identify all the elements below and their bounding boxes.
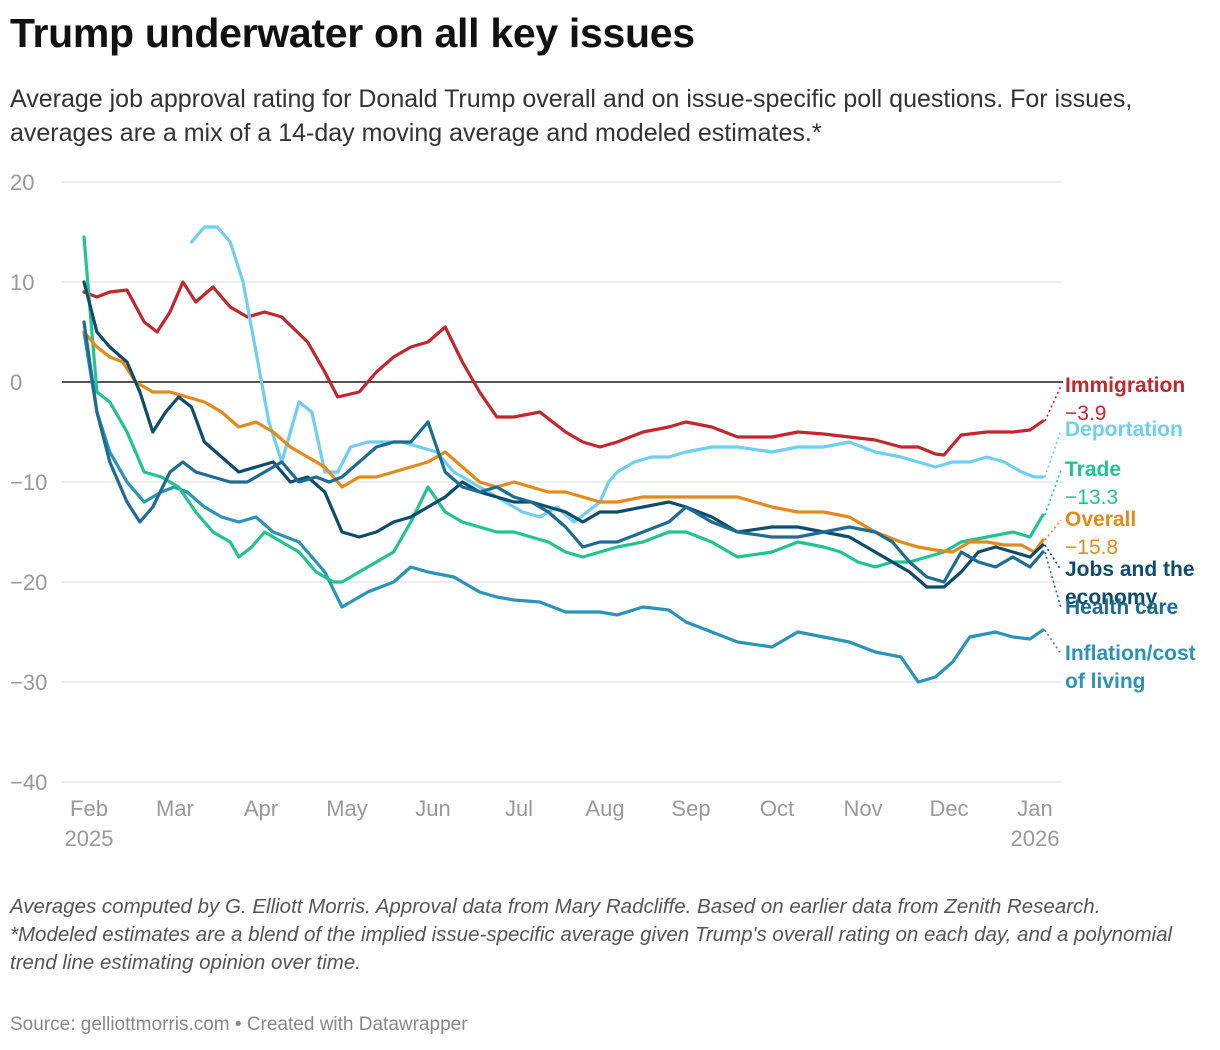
series-line-overall — [82, 330, 1045, 554]
y-tick-label: 0 — [10, 370, 22, 395]
x-tick-sublabel: 2025 — [65, 826, 114, 851]
series-value-trade: −13.3 — [1065, 486, 1118, 509]
x-tick-label: Nov — [843, 796, 882, 821]
y-tick-label: −20 — [10, 570, 47, 595]
series-value-immigration: −3.9 — [1065, 402, 1106, 425]
x-tick-label: Oct — [760, 796, 794, 821]
source-line: Source: gelliottmorris.com • Created wit… — [10, 1014, 468, 1035]
x-tick-label: Sep — [671, 796, 710, 821]
series-label-inflation-cost-of-living: Inflation/cost — [1065, 642, 1196, 665]
y-tick-label: −40 — [10, 770, 47, 795]
x-tick-label: Mar — [156, 796, 194, 821]
line-chart: 20 10 0 −10 −20 −30 −40 Feb 2025 Mar Apr May Jun Jul… — [10, 170, 1196, 851]
x-tick-label: Jul — [505, 796, 533, 821]
series-label-jobs-and-the-economy: Jobs and the — [1065, 558, 1195, 581]
label-connector-overall — [1044, 519, 1062, 541]
y-tick-label: −10 — [10, 470, 47, 495]
x-tick-label: Apr — [244, 796, 278, 821]
series-labels: Inflation/cost of living Immigration −3.9De… — [1044, 374, 1196, 693]
series-value-overall: −15.8 — [1065, 536, 1118, 559]
series-line-deportation — [189, 225, 1045, 524]
x-axis: Feb 2025 Mar Apr May Jun Jul Aug Sep Oct Nov Dec Jan… — [65, 796, 1060, 851]
footnotes: Averages computed by G. Elliott Morris. … — [10, 893, 1210, 977]
x-tick-label: Jan — [1017, 796, 1052, 821]
label-connector-health-care — [1044, 551, 1062, 609]
label-connector-deportation — [1044, 429, 1062, 478]
y-tick-label: 20 — [10, 170, 34, 195]
x-tick-label: May — [326, 796, 368, 821]
series-line-jobs-and-the-economy — [82, 280, 1045, 589]
footnote-attribution: Averages computed by G. Elliott Morris. … — [10, 895, 1101, 918]
series-label-inflation-cost-of-living: of living — [1065, 670, 1146, 693]
x-tick-label: Dec — [929, 796, 968, 821]
series-label-overall: Overall — [1065, 508, 1136, 531]
gridlines — [62, 181, 1063, 783]
series-line-immigration — [82, 280, 1045, 457]
x-tick-label: Aug — [585, 796, 624, 821]
label-connector-jobs-and-the-economy — [1044, 544, 1062, 571]
series-label-deportation: Deportation — [1065, 418, 1183, 441]
label-connector-immigration — [1044, 385, 1062, 422]
x-tick-label: Jun — [415, 796, 450, 821]
x-tick-label: Feb — [70, 796, 108, 821]
y-tick-label: −30 — [10, 670, 47, 695]
chart-title: Trump underwater on all key issues — [10, 10, 695, 56]
series-line-inflation-cost-of-living — [82, 330, 1045, 684]
y-axis: 20 10 0 −10 −20 −30 −40 — [10, 170, 47, 795]
series-label-immigration: Immigration — [1065, 374, 1185, 397]
footnote-methodology: *Modeled estimates are a blend of the im… — [10, 923, 1173, 974]
series-label-trade: Trade — [1065, 458, 1121, 481]
label-connector-inflation-cost-of-living — [1044, 629, 1062, 655]
series-label-health-care: Health care — [1065, 596, 1178, 619]
series-lines — [82, 225, 1045, 684]
series-line-health-care — [82, 320, 1045, 584]
label-connector-trade — [1044, 469, 1062, 516]
y-tick-label: 10 — [10, 270, 34, 295]
series-line-trade — [82, 235, 1045, 584]
chart-subtitle: Average job approval rating for Donald T… — [10, 85, 1133, 147]
x-tick-sublabel: 2026 — [1011, 826, 1060, 851]
series-label-jobs-and-the-economy: economy — [1065, 586, 1158, 609]
